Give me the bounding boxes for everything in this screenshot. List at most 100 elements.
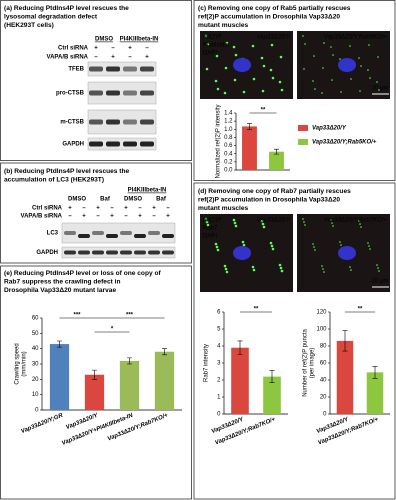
panel-title: (c) Removing one copy of Rab5 partially … (198, 5, 351, 12)
puncta (233, 221, 237, 225)
puncta (204, 217, 208, 221)
puncta (270, 43, 274, 47)
panel-e-frame (0, 265, 192, 500)
panel-title: Rab7 suppress the crawling defect in (4, 278, 121, 285)
x-tick-label: Vap33Δ20/Y;Rab7KO/+ (107, 413, 169, 443)
y-tick-label: 6 (217, 310, 221, 316)
y-tick-label: 50 (32, 331, 39, 337)
puncta (232, 45, 236, 49)
x-tick-label: Vap33Δ20/Y;GR (20, 413, 64, 435)
panel-title: (b) Reducing PtdIns4P level rescues the (4, 168, 130, 175)
puncta (304, 224, 306, 226)
sign: – (124, 214, 128, 220)
puncta (302, 218, 304, 220)
puncta (251, 44, 255, 48)
puncta (270, 244, 274, 248)
band (140, 119, 154, 125)
sign: + (124, 206, 128, 212)
puncta (241, 240, 245, 244)
panel-title: mutant muscles (198, 205, 249, 212)
band (148, 231, 160, 235)
y-tick-label: 20 (320, 395, 327, 401)
puncta (349, 266, 351, 268)
sign: – (94, 55, 98, 61)
nucleus (233, 246, 251, 260)
puncta (204, 34, 208, 38)
band (106, 119, 120, 125)
y-tick-label: 40 (32, 346, 39, 352)
y-tick-label: 0 (323, 412, 327, 418)
error-bar (274, 148, 279, 155)
puncta (215, 245, 219, 249)
panel-title: (a) Reducing PtdIns4P level rescues the (4, 5, 129, 12)
band (123, 141, 137, 147)
band (134, 250, 146, 255)
sign: – (138, 206, 142, 212)
panel-title: (e) Reducing PtdIns4P level or loss of o… (4, 270, 161, 277)
puncta (251, 265, 255, 269)
panel-title: (HEK293T cells) (4, 22, 54, 29)
puncta (358, 220, 360, 222)
sign: – (111, 46, 115, 52)
blot (61, 222, 176, 244)
y-tick-label: 1.4 (224, 111, 233, 117)
y-tick-label: 0.4 (224, 151, 233, 157)
sign: – (128, 55, 132, 61)
y-tick-label: 0.0 (224, 168, 233, 174)
column-header: DMSO (124, 197, 142, 203)
puncta (206, 42, 210, 46)
bar (49, 344, 70, 410)
column-header: PI4KIIIbeta-IN (120, 37, 159, 43)
row-label: VAPA/B siRNA (21, 214, 63, 220)
band (106, 250, 118, 255)
panel-title: accumulation of LC3 (HEK293T) (4, 176, 104, 183)
puncta (377, 267, 379, 269)
row-label: Ctrl siRNA (58, 46, 89, 52)
panel-title: ref(2)P accumulation in Drosophila Vap33… (198, 196, 340, 203)
bar (84, 374, 105, 410)
stain-label: DAPI (203, 51, 217, 57)
y-axis-label: Rab7 intensity (204, 344, 210, 382)
puncta (224, 267, 228, 271)
sign: + (111, 55, 115, 61)
band (89, 141, 103, 147)
band (123, 119, 137, 125)
column-header: Baf (156, 197, 167, 203)
y-tick-label: 3 (217, 361, 221, 367)
y-axis-label: Number of ref(2)P puncta (303, 329, 309, 397)
y-tick-label: 80 (320, 344, 327, 350)
puncta (312, 80, 314, 82)
puncta (367, 69, 369, 71)
error-bar (342, 330, 348, 352)
panel-title: ref(2)P accumulation in Drosophila Vap33… (198, 13, 340, 20)
row-label: VAPA/B siRNA (47, 55, 89, 61)
panel-title: mutant muscles (198, 22, 249, 29)
puncta (215, 54, 219, 58)
band (89, 90, 103, 96)
sign: + (68, 206, 72, 212)
significance-label: ** (254, 307, 259, 313)
band (78, 234, 90, 238)
puncta (313, 55, 315, 57)
sign: – (82, 206, 86, 212)
band (162, 234, 174, 238)
puncta (332, 54, 334, 56)
puncta (368, 245, 370, 247)
sign: + (96, 206, 100, 212)
blot-label: GAPDH (36, 250, 58, 256)
puncta (330, 219, 332, 221)
puncta (262, 225, 266, 229)
puncta (214, 242, 218, 246)
band (123, 66, 137, 72)
sign: + (110, 214, 114, 220)
error-bar (162, 348, 167, 356)
y-tick-label: 4 (217, 344, 221, 350)
column-header: DMSO (68, 197, 86, 203)
error-bar (92, 369, 97, 380)
puncta (322, 268, 324, 270)
puncta (242, 90, 246, 94)
y-tick-label: 0.6 (224, 143, 233, 149)
puncta (359, 223, 361, 225)
band (92, 231, 104, 235)
puncta (271, 247, 275, 251)
